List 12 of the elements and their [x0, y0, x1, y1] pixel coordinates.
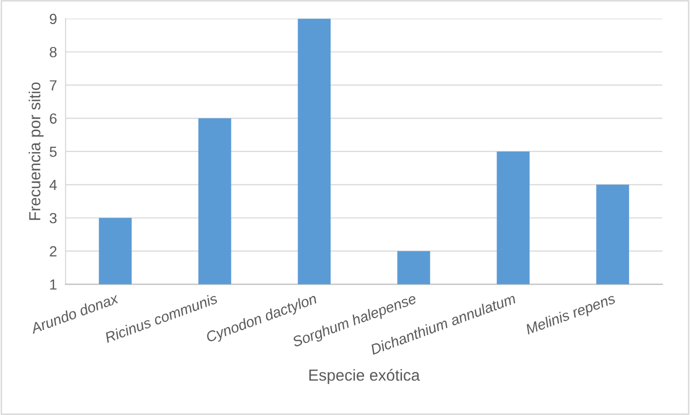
y-tick-label: 8 — [50, 46, 57, 58]
y-tick-label: 7 — [50, 80, 56, 90]
y-axis-title: Frecuencia por sitio — [28, 82, 44, 220]
y-tick-label: 2 — [50, 246, 56, 256]
y-tick-label: 1 — [50, 280, 57, 290]
y-tick-label: 6 — [50, 113, 57, 124]
x-axis-title: Especie exótica — [309, 368, 420, 384]
y-tick-label: 4 — [49, 180, 57, 190]
y-tick-label: 9 — [50, 14, 57, 24]
y-tick-label: 3 — [50, 212, 57, 224]
y-tick-label: 5 — [50, 146, 57, 157]
x-tick-label: Melinis repens — [524, 292, 618, 338]
